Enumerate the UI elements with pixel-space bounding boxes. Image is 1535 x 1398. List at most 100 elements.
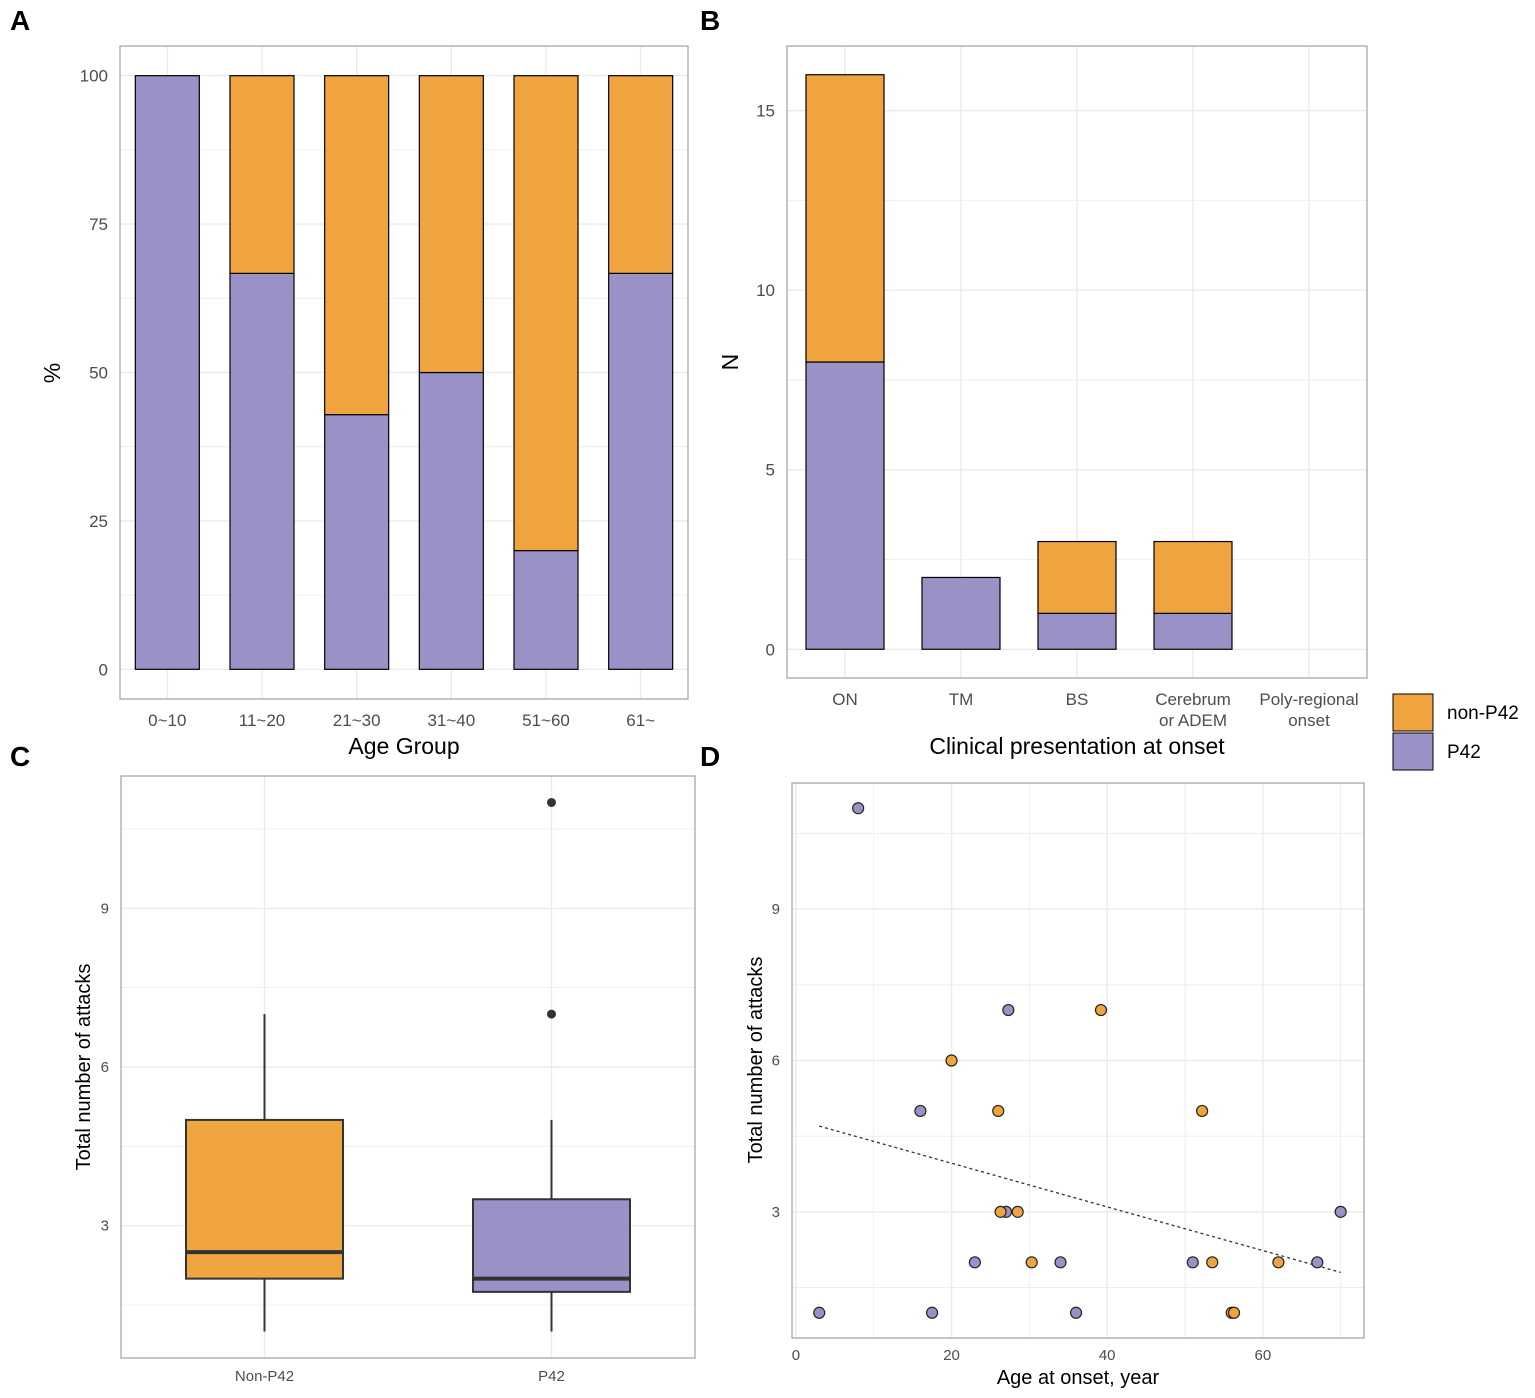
panel-letter-d: D <box>700 741 720 772</box>
x-tick-label-b: onset <box>1288 711 1330 730</box>
scatter-point-non-p42 <box>1196 1104 1209 1118</box>
y-tick-label-c: 6 <box>101 1059 109 1076</box>
x-tick-label-d: 60 <box>1254 1347 1271 1364</box>
box-non-p42 <box>185 1118 344 1280</box>
bar-a-31-40-non-p42 <box>418 75 484 374</box>
panel-c-frame <box>120 775 696 1359</box>
x-tick-label-d: 0 <box>792 1347 800 1364</box>
x-tick-label-a: 11~20 <box>239 711 285 730</box>
bar-b-bs-p42 <box>1037 612 1117 650</box>
scatter-point-p42 <box>914 1104 927 1118</box>
scatter-point-p42 <box>852 802 865 815</box>
scatter-point-p42 <box>1334 1205 1347 1218</box>
scatter-point-p42 <box>813 1306 826 1319</box>
panel-d-y-axis-title: Total number of attacks <box>745 957 767 1164</box>
bar-a-0-10-p42 <box>134 75 200 670</box>
scatter-point-p42 <box>1054 1256 1067 1269</box>
legend: non-P42 P42 <box>1392 693 1519 771</box>
panel-b-clinical-presentation-chart: 0 5 10 15 ON TM BS Cerebrum or ADEM Poly-regiona… <box>717 45 1368 759</box>
legend-label-p42: P42 <box>1447 742 1481 763</box>
panel-letter-b: B <box>700 5 720 36</box>
scatter-point-non-p42 <box>945 1054 958 1067</box>
outlier-point-p42 <box>547 797 556 807</box>
scatter-point-p42 <box>1311 1256 1324 1269</box>
panel-a-x-axis-title: Age Group <box>348 733 459 759</box>
panel-b-x-axis-title: Clinical presentation at onset <box>929 733 1225 759</box>
bar-a-21-30-p42 <box>324 414 390 670</box>
bar-a-61-p42 <box>608 272 674 670</box>
bar-a-61-non-p42 <box>608 75 674 274</box>
legend-swatch-p42 <box>1392 732 1434 771</box>
box-p42 <box>472 1198 631 1293</box>
bar-a-51-60-non-p42 <box>513 75 579 552</box>
x-tick-label-b: TM <box>949 690 974 709</box>
bar-a-31-40-p42 <box>418 371 484 670</box>
x-tick-label-b: Poly-regional <box>1259 690 1358 709</box>
scatter-point-non-p42 <box>1094 1003 1108 1017</box>
bar-b-on-p42 <box>805 361 885 650</box>
y-tick-label-a: 75 <box>89 215 108 234</box>
y-tick-label-d: 6 <box>772 1053 780 1070</box>
bar-b-cerebrum-or-adem-p42 <box>1153 612 1233 650</box>
scatter-point-p42 <box>925 1306 939 1319</box>
scatter-point-non-p42 <box>1272 1256 1285 1269</box>
y-tick-label-b: 5 <box>766 461 775 480</box>
legend-label-non-p42: non-P42 <box>1447 703 1519 724</box>
bar-a-11-20-p42 <box>229 272 295 670</box>
x-tick-label-b: ON <box>832 690 858 709</box>
x-tick-label-a: 31~40 <box>427 711 475 730</box>
scatter-point-p42 <box>1186 1256 1199 1269</box>
x-tick-label-b: BS <box>1066 690 1089 709</box>
x-tick-label-a: 21~30 <box>333 711 381 730</box>
scatter-point-p42 <box>1002 1003 1015 1017</box>
y-tick-label-b: 10 <box>756 281 775 300</box>
y-tick-label-d: 3 <box>772 1204 780 1221</box>
y-tick-label-a: 50 <box>89 364 108 383</box>
panel-b-frame <box>786 45 1368 679</box>
panel-c-boxplot: 3 6 9 Non-P42 P42 Total number of attacks <box>73 775 696 1385</box>
scatter-point-non-p42 <box>1206 1256 1219 1269</box>
x-tick-label-b: or ADEM <box>1159 711 1227 730</box>
bar-a-21-30-non-p42 <box>324 75 390 416</box>
outlier-point-p42 <box>547 1009 556 1019</box>
panel-a-age-group-chart: 0 25 50 75 100 0~10 11~20 21~30 31~40 51~60 61~ A… <box>39 45 689 759</box>
scatter-point-non-p42 <box>992 1104 1005 1118</box>
scatter-point-non-p42 <box>1025 1256 1038 1269</box>
bar-b-bs-non-p42 <box>1037 540 1117 614</box>
x-tick-label-d: 40 <box>1099 1347 1116 1364</box>
y-tick-label-c: 3 <box>101 1218 109 1235</box>
bar-a-11-20-non-p42 <box>229 75 295 274</box>
x-tick-label-c: Non-P42 <box>235 1368 294 1385</box>
panel-a-y-axis-title: % <box>39 363 65 383</box>
scatter-point-non-p42 <box>1011 1205 1024 1218</box>
y-tick-label-a: 25 <box>89 512 108 531</box>
panel-d-x-axis-title: Age at onset, year <box>997 1367 1160 1389</box>
x-tick-label-a: 61~ <box>626 711 655 730</box>
panel-letter-c: C <box>10 741 30 772</box>
panel-letter-a: A <box>10 5 30 36</box>
y-tick-label-b: 15 <box>756 102 775 121</box>
x-tick-label-a: 0~10 <box>148 711 186 730</box>
x-tick-label-d: 20 <box>943 1347 960 1364</box>
bar-b-cerebrum-or-adem-non-p42 <box>1153 540 1233 614</box>
scatter-point-non-p42 <box>1227 1306 1241 1319</box>
x-tick-label-b: Cerebrum <box>1155 690 1231 709</box>
x-tick-label-a: 51~60 <box>522 711 570 730</box>
y-tick-label-d: 9 <box>772 901 780 918</box>
panel-d-frame <box>791 782 1365 1339</box>
scatter-point-p42 <box>968 1256 981 1269</box>
y-tick-label-b: 0 <box>766 640 775 659</box>
scatter-point-non-p42 <box>994 1205 1007 1218</box>
bar-b-on-non-p42 <box>805 74 885 363</box>
trend-line <box>819 1125 1341 1274</box>
bar-a-51-60-p42 <box>513 549 579 670</box>
panel-b-y-axis-title: N <box>717 354 743 371</box>
bar-b-tm-p42 <box>921 576 1001 650</box>
panel-d-scatter: 3 6 9 0 20 40 60 Age at onset, year Total num… <box>745 782 1365 1389</box>
legend-swatch-non-p42 <box>1392 693 1434 732</box>
scatter-point-p42 <box>1069 1306 1083 1319</box>
panel-c-y-axis-title: Total number of attacks <box>73 964 95 1171</box>
x-tick-label-c: P42 <box>538 1368 565 1385</box>
panel-a-frame <box>119 45 689 700</box>
